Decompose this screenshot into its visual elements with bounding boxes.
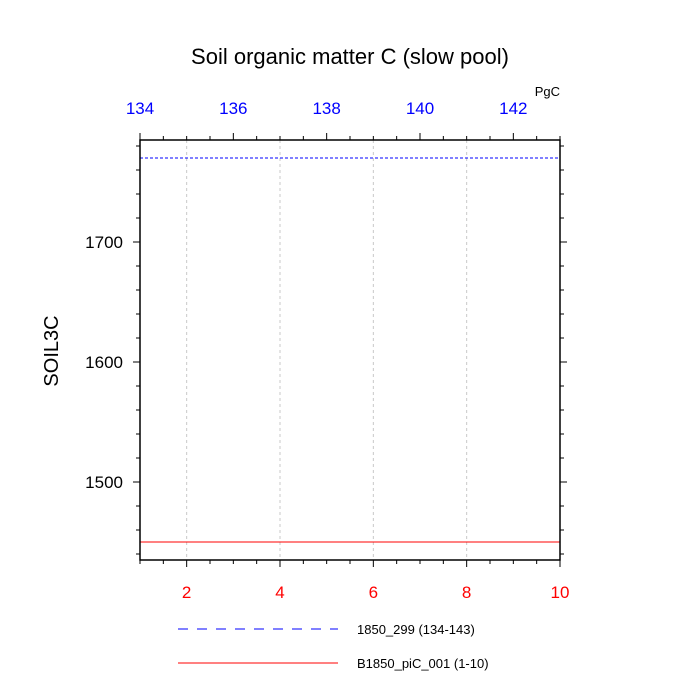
- x-bottom-tick-label: 6: [369, 583, 378, 602]
- axes: 1500 1600 1700 2 4 6 8 10 134 136 138 140 142: [85, 99, 569, 602]
- x-top-tick-label: 136: [219, 99, 247, 118]
- chart-title: Soil organic matter C (slow pool): [191, 44, 509, 69]
- x-bottom-tick-label: 4: [275, 583, 284, 602]
- legend-label-1: 1850_299 (134-143): [357, 622, 475, 637]
- x-top-tick-label: 134: [126, 99, 154, 118]
- x-bottom-tick-label: 2: [182, 583, 191, 602]
- plot-frame: [139, 139, 561, 561]
- legend-label-2: B1850_piC_001 (1-10): [357, 656, 489, 671]
- legend: 1850_299 (134-143) B1850_piC_001 (1-10): [178, 622, 489, 671]
- grid-lines: [186, 140, 468, 560]
- x-bottom-tick-label: 10: [551, 583, 570, 602]
- y-tick-label: 1500: [85, 473, 123, 492]
- series-lines: [140, 157, 560, 543]
- x-top-tick-label: 140: [406, 99, 434, 118]
- y-axis-label: SOIL3C: [41, 315, 63, 386]
- x-bottom-tick-label: 8: [462, 583, 471, 602]
- top-axis-units: PgC: [535, 84, 560, 99]
- x-top-tick-label: 142: [499, 99, 527, 118]
- y-tick-label: 1700: [85, 233, 123, 252]
- y-tick-label: 1600: [85, 353, 123, 372]
- x-top-tick-label: 138: [312, 99, 340, 118]
